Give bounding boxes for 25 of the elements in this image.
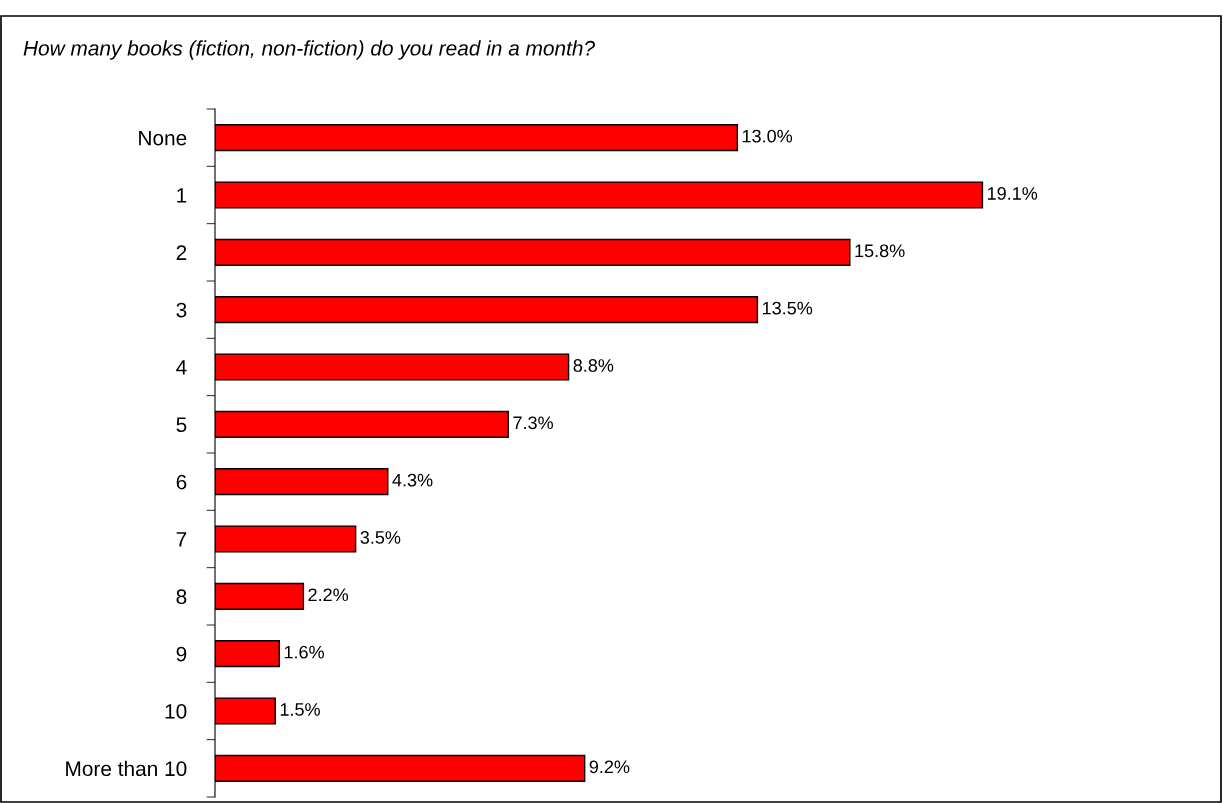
- y-tick-label: 3: [176, 302, 187, 318]
- data-label: 3.5%: [360, 531, 401, 544]
- data-label: 7.3%: [513, 416, 553, 430]
- data-label: 1.6%: [284, 645, 324, 659]
- y-tick-label: 8: [176, 589, 187, 605]
- data-label: 2.2%: [308, 588, 349, 602]
- data-label: 9.2%: [589, 760, 630, 774]
- data-label: 15.8%: [855, 244, 905, 258]
- y-tick-label: 7: [176, 532, 187, 547]
- y-tick-label: 6: [176, 474, 187, 490]
- y-tick-label: 5: [176, 417, 187, 433]
- data-label: 1.5%: [280, 703, 320, 716]
- y-tick-label: 4: [176, 360, 187, 375]
- data-label: 8.8%: [573, 359, 614, 372]
- chart-title: How many books (fiction, non-fiction) do you read in a month?: [23, 40, 595, 60]
- data-label: 4.3%: [392, 473, 433, 487]
- y-tick-label: None: [139, 130, 187, 146]
- data-label: 19.1%: [987, 187, 1038, 200]
- y-tick-label: 2: [176, 245, 187, 260]
- y-tick-label: More than 10: [66, 760, 187, 777]
- y-tick-label: 9: [176, 646, 187, 662]
- y-tick-label: 1: [177, 188, 187, 203]
- y-tick-label: 10: [165, 704, 187, 719]
- data-label: 13.5%: [762, 301, 813, 315]
- data-label: 13.0%: [742, 129, 793, 143]
